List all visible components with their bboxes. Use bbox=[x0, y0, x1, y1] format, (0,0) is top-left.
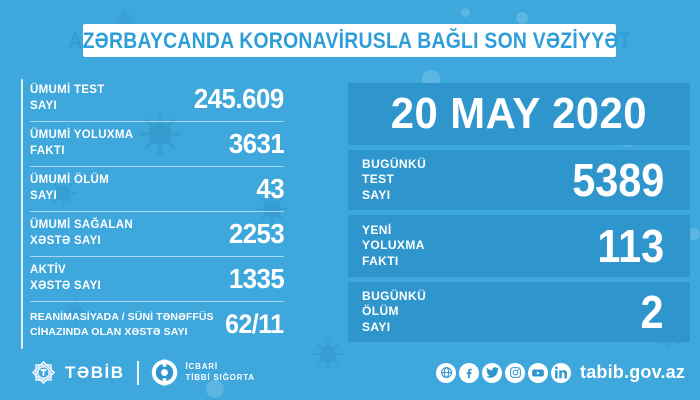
report-date: 20 MAY 2020 bbox=[390, 89, 648, 138]
stat-label: ÜMUMİ TEST SAYI bbox=[30, 84, 105, 112]
stat-value: 3631 bbox=[228, 128, 285, 159]
stat-label: ÜMUMİ SAĞALAN XƏSTƏ SAYI bbox=[30, 219, 133, 247]
panel-value: 5389 bbox=[571, 154, 664, 206]
panel-value: 113 bbox=[597, 220, 664, 272]
website-url[interactable]: tabib.gov.az bbox=[580, 362, 686, 382]
panel-row-daily-tests: BUGÜNKÜ TEST SAYI 5389 bbox=[348, 150, 690, 210]
tabib-logo-text: TƏBİB bbox=[65, 362, 125, 382]
youtube-icon[interactable] bbox=[528, 362, 548, 383]
website-globe-icon[interactable] bbox=[436, 362, 456, 383]
insurance-logo-text: İCBARİ TİBBİ SIĞORTA bbox=[185, 362, 255, 382]
panel-label: BUGÜNKÜ TEST SAYI bbox=[362, 156, 427, 202]
stat-label: ÜMUMİ ÖLÜM SAYI bbox=[30, 174, 110, 202]
facebook-icon[interactable] bbox=[459, 362, 479, 383]
stat-row-total-infections: ÜMUMİ YOLUXMA FAKTI 3631 bbox=[30, 122, 284, 167]
stat-row-total-recovered: ÜMUMİ SAĞALAN XƏSTƏ SAYI 2253 bbox=[30, 212, 284, 257]
stat-value: 2253 bbox=[228, 218, 285, 249]
insurance-circle-icon bbox=[151, 359, 177, 386]
social-links: tabib.gov.az bbox=[436, 362, 685, 383]
panel-row-new-infections: YENİ YOLUXMA FAKTI 113 bbox=[348, 215, 690, 277]
stat-value: 245.609 bbox=[194, 83, 284, 114]
stat-row-active-patients: AKTİV XƏSTƏ SAYI 1335 bbox=[30, 257, 284, 302]
date-box: 20 MAY 2020 bbox=[348, 83, 690, 145]
stat-value: 62/11 bbox=[225, 309, 285, 339]
logo-divider bbox=[136, 360, 139, 385]
stat-label: ÜMUMİ YOLUXMA FAKTI bbox=[30, 129, 134, 157]
left-accent-rule bbox=[21, 79, 23, 349]
light-blob-decoration bbox=[516, 12, 528, 24]
page-title: AZƏRBAYCANDA KORONAVİRUSLA BAĞLI SON VƏZ… bbox=[68, 27, 631, 53]
brand-logos: TƏBİB İCBARİ TİBBİ SIĞORTA bbox=[30, 359, 255, 386]
panel-label: BUGÜNKÜ ÖLÜM SAYI bbox=[362, 288, 427, 334]
left-stats-list: ÜMUMİ TEST SAYI 245.609 ÜMUMİ YOLUXMA FA… bbox=[30, 77, 284, 347]
stat-value: 1335 bbox=[228, 263, 285, 294]
tabib-star-icon bbox=[31, 360, 56, 385]
stat-label: REANİMASİYADA / SÜNİ TƏNƏFFÜS CİHAZINDA … bbox=[30, 311, 214, 338]
stat-row-total-tests: ÜMUMİ TEST SAYI 245.609 bbox=[30, 77, 284, 122]
panel-label: YENİ YOLUXMA FAKTI bbox=[362, 222, 425, 268]
panel-row-daily-deaths: BUGÜNKÜ ÖLÜM SAYI 2 bbox=[348, 282, 690, 342]
header-banner: AZƏRBAYCANDA KORONAVİRUSLA BAĞLI SON VƏZ… bbox=[68, 24, 630, 57]
stat-row-icu-ventilator: REANİMASİYADA / SÜNİ TƏNƏFFÜS CİHAZINDA … bbox=[30, 302, 284, 347]
footer: TƏBİB İCBARİ TİBBİ SIĞORTA bbox=[0, 356, 700, 398]
twitter-icon[interactable] bbox=[482, 362, 502, 383]
stat-row-total-deaths: ÜMUMİ ÖLÜM SAYI 43 bbox=[30, 167, 284, 212]
instagram-icon[interactable] bbox=[505, 362, 525, 383]
stat-label: AKTİV XƏSTƏ SAYI bbox=[30, 264, 102, 292]
light-blob-decoration bbox=[461, 8, 470, 17]
linkedin-icon[interactable] bbox=[551, 362, 571, 383]
stat-value: 43 bbox=[256, 173, 284, 204]
daily-stats-panel: 20 MAY 2020 BUGÜNKÜ TEST SAYI 5389 YENİ … bbox=[348, 83, 690, 347]
panel-value: 2 bbox=[640, 286, 664, 338]
